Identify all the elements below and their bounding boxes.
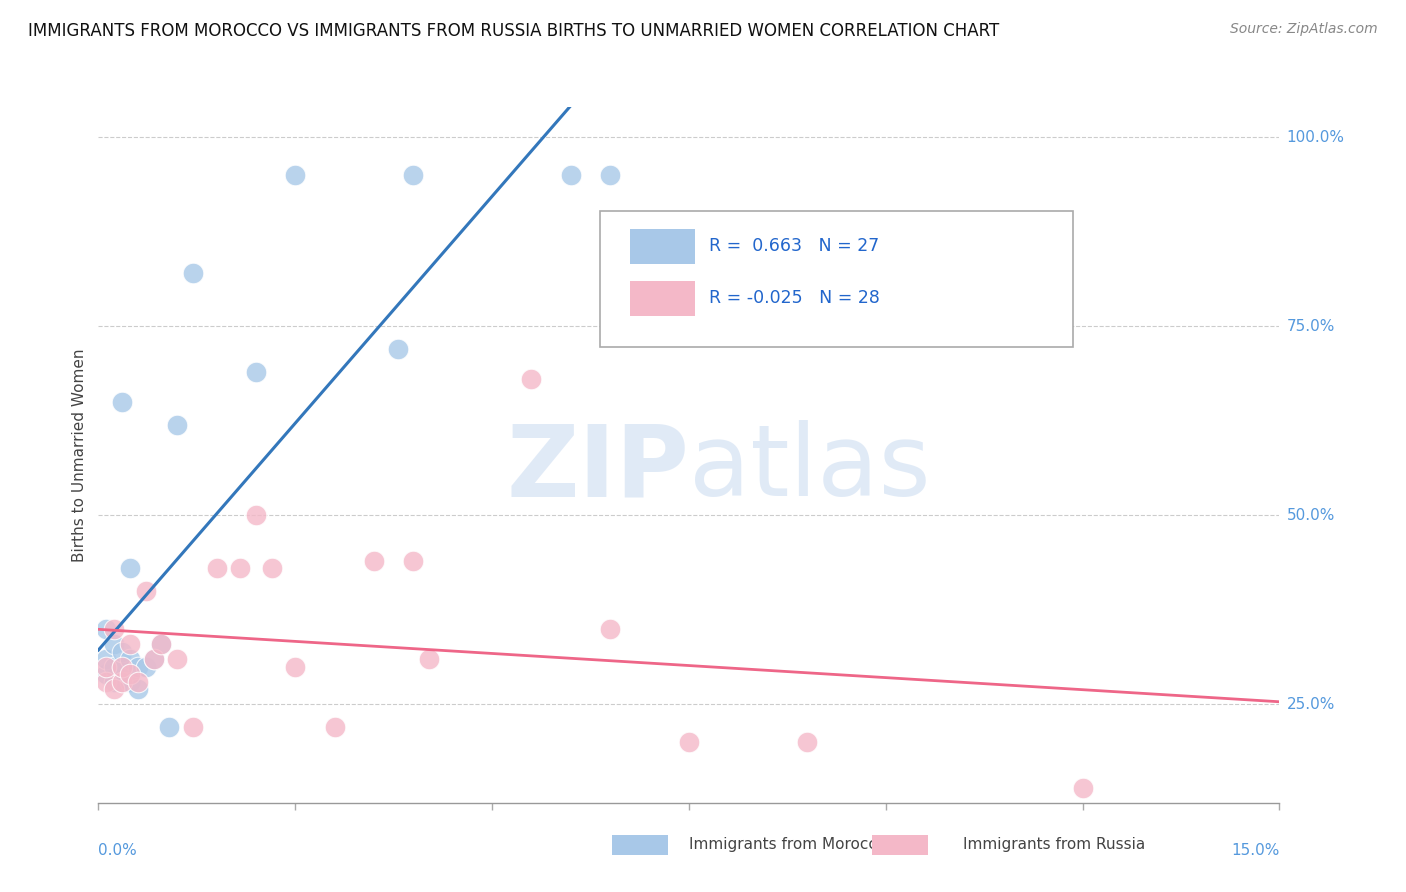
Point [111,644,134,658]
Point [402,554,425,568]
Point [181,267,204,281]
Text: ZIP: ZIP [506,420,689,517]
Point [418,652,440,666]
Text: Immigrants from Russia: Immigrants from Russia [963,838,1146,852]
Point [599,168,621,182]
Point [142,652,165,666]
Point [181,720,204,734]
Text: R = -0.025   N = 28: R = -0.025 N = 28 [709,289,880,308]
Text: atlas: atlas [689,420,931,517]
Point [111,659,134,673]
Text: Source: ZipAtlas.com: Source: ZipAtlas.com [1230,22,1378,37]
Point [1071,780,1094,795]
Point [103,659,125,673]
Point [260,561,283,575]
Point [284,659,307,673]
Text: 75.0%: 75.0% [1286,318,1334,334]
Point [229,561,252,575]
Point [96,622,118,636]
Point [135,584,157,599]
Point [135,659,157,673]
Point [111,395,134,409]
Point [111,674,134,689]
Text: IMMIGRANTS FROM MOROCCO VS IMMIGRANTS FROM RUSSIA BIRTHS TO UNMARRIED WOMEN CORR: IMMIGRANTS FROM MOROCCO VS IMMIGRANTS FR… [28,22,1000,40]
Point [118,561,141,575]
Point [127,659,149,673]
Point [387,342,409,356]
Point [284,168,307,182]
Text: 25.0%: 25.0% [1286,697,1334,712]
Point [599,622,621,636]
Point [150,637,173,651]
Point [103,682,125,697]
Point [142,652,165,666]
Point [96,652,118,666]
Point [118,652,141,666]
Point [402,168,425,182]
Point [103,637,125,651]
Point [96,674,118,689]
Point [205,561,228,575]
Point [103,674,125,689]
Text: 15.0%: 15.0% [1232,843,1279,858]
Point [323,720,346,734]
Text: Immigrants from Morocco: Immigrants from Morocco [689,838,886,852]
Point [118,667,141,681]
Text: 50.0%: 50.0% [1286,508,1334,523]
Point [678,735,700,749]
Point [245,508,267,523]
Point [796,735,818,749]
Point [118,674,141,689]
Point [118,637,141,651]
Y-axis label: Births to Unmarried Women: Births to Unmarried Women [72,348,87,562]
Point [127,674,149,689]
Point [150,637,173,651]
Point [166,652,188,666]
Text: 0.0%: 0.0% [98,843,138,858]
Point [96,659,118,673]
FancyBboxPatch shape [630,281,695,316]
Point [111,674,134,689]
Point [96,667,118,681]
Point [127,682,149,697]
Point [166,417,188,432]
Point [245,365,267,379]
FancyBboxPatch shape [600,211,1073,347]
FancyBboxPatch shape [630,229,695,264]
Point [520,372,543,386]
Text: 100.0%: 100.0% [1286,130,1344,145]
Point [560,168,582,182]
Text: R =  0.663   N = 27: R = 0.663 N = 27 [709,237,879,255]
Point [111,659,134,673]
Point [157,720,180,734]
Point [363,554,385,568]
Point [103,622,125,636]
